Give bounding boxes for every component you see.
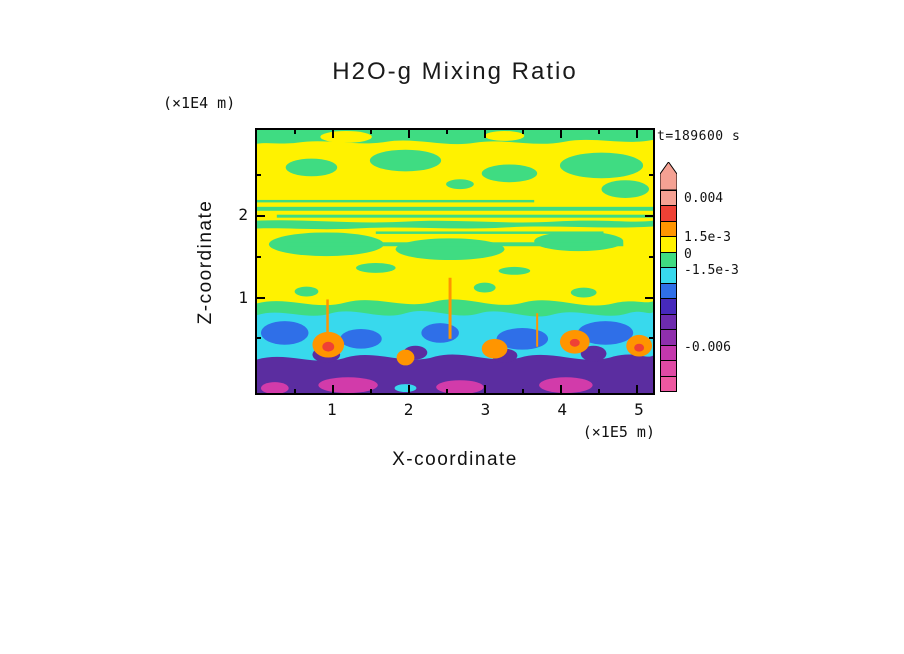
colorbar-segment — [661, 329, 676, 345]
y-axis-label: Z-coordinate — [195, 199, 216, 325]
plot-area — [255, 128, 655, 395]
y-axis-unit-label: (×1E4 m) — [163, 94, 236, 112]
x-tick-label: 5 — [634, 400, 644, 419]
colorbar-tick-label: 0.004 — [684, 191, 724, 207]
x-tick-label: 1 — [326, 400, 337, 419]
colorbar-tick-label: -0.006 — [684, 339, 731, 355]
colorbar-segment — [661, 298, 676, 314]
x-axis-unit-label: (×1E5 m) — [582, 423, 655, 441]
colorbar-segment — [661, 236, 676, 252]
plot-title: H2O-g Mixing Ratio — [332, 58, 578, 85]
x-tick-labels: 1 2 3 4 5 — [255, 400, 655, 420]
colorbar-tick-label: 0 — [684, 246, 692, 262]
colorbar-tick-label: 1.5e-3 — [684, 230, 731, 246]
colorbar-segment — [661, 360, 676, 376]
colorbar-segment — [661, 375, 676, 392]
contour-field — [257, 130, 653, 393]
colorbar-segment — [661, 267, 676, 283]
x-tick-label: 3 — [480, 400, 491, 419]
x-tick-label: 2 — [403, 400, 414, 419]
colorbar-arrow-shape — [660, 162, 677, 190]
colorbar-segment — [661, 313, 676, 330]
colorbar-segment — [661, 344, 676, 361]
colorbar-segment — [661, 205, 676, 221]
colorbar-segment — [661, 191, 676, 206]
colorbar-segment — [661, 251, 676, 268]
colorbar-segment — [661, 220, 676, 237]
y-tick-label: 2 — [238, 205, 248, 225]
x-tick-label: 4 — [557, 400, 568, 419]
colorbar-labels: 0.004 1.5e-3 0 -1.5e-3 -0.006 — [684, 190, 774, 392]
time-annotation: t=189600 s — [657, 129, 741, 144]
colorbar — [660, 190, 677, 392]
y-tick-label: 1 — [238, 288, 248, 308]
colorbar-tick-label: -1.5e-3 — [684, 262, 739, 278]
colorbar-overflow-arrow — [660, 162, 677, 190]
colorbar-segment — [661, 282, 676, 299]
x-axis-label: X-coordinate — [392, 449, 518, 470]
